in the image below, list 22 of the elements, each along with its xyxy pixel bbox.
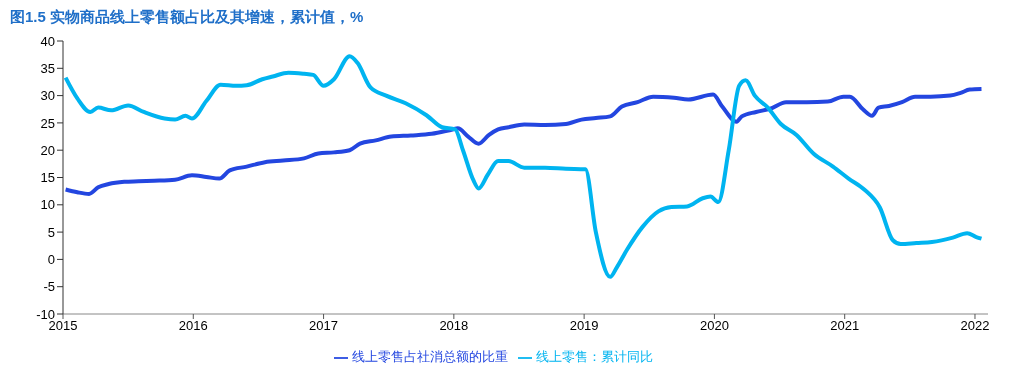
y-tick-label: -5 — [43, 279, 55, 295]
x-tick-label: 2017 — [309, 318, 339, 334]
x-tick-label: 2021 — [830, 318, 860, 334]
line-series — [63, 54, 984, 279]
y-tick-label: 15 — [40, 170, 55, 186]
y-tick-label: 10 — [40, 197, 55, 213]
y-tick-label: 30 — [40, 88, 55, 104]
y-tick-label: 20 — [40, 142, 55, 158]
y-tick-label: 5 — [47, 224, 55, 240]
line-series — [63, 87, 984, 196]
x-tick-label: 2022 — [960, 318, 990, 334]
y-tick-label: 0 — [47, 252, 55, 268]
y-tick-label: 35 — [40, 60, 55, 76]
y-tick-label: 25 — [40, 115, 55, 131]
y-tick-label: 40 — [40, 33, 55, 49]
x-tick-label: 2016 — [178, 318, 208, 334]
legend-label: 线上零售占社消总额的比重 — [351, 349, 508, 364]
x-tick-label: 2018 — [439, 318, 469, 334]
legend-label: 线上零售：累计同比 — [535, 349, 653, 364]
x-tick-label: 2020 — [699, 318, 729, 334]
chart-title: 图1.5 实物商品线上零售额占比及其增速，累计值，% — [10, 8, 365, 27]
x-tick-label: 2019 — [569, 318, 599, 334]
